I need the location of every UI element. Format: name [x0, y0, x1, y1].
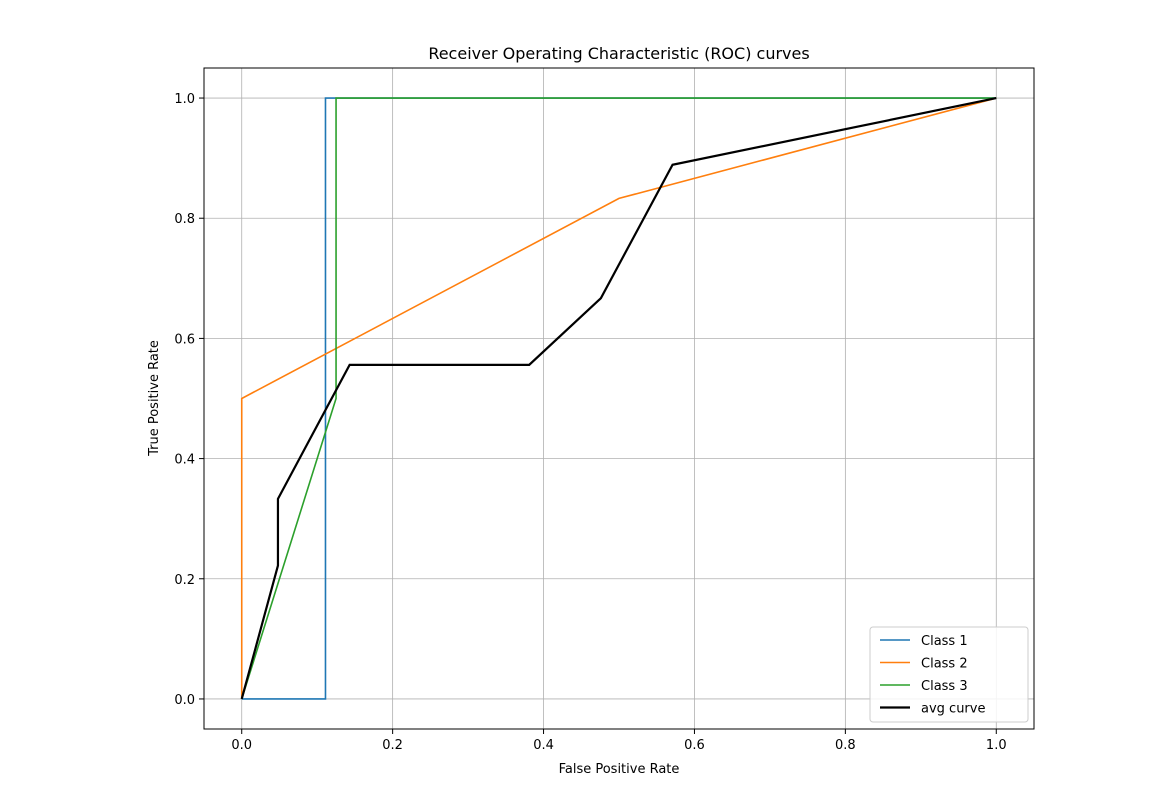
- plot-frame: [203, 67, 1035, 730]
- x-tick-label: 0.4: [533, 738, 554, 753]
- y-tick-label: 0.8: [174, 212, 195, 227]
- x-tick-label: 0.0: [231, 738, 252, 753]
- legend-label: avg curve: [921, 702, 985, 717]
- legend-label: Class 3: [921, 679, 968, 694]
- x-tick-label: 0.6: [684, 738, 705, 753]
- legend-item-class-2: Class 2: [880, 657, 968, 672]
- x-tick-label: 0.8: [835, 738, 856, 753]
- y-tick-label: 1.0: [174, 92, 195, 107]
- axis-ticks: 0.0 0.2 0.4 0.6 0.8 1.0 0.0 0.2 0.4 0.6 0.8 1.0: [174, 92, 1006, 753]
- legend-box: [869, 626, 1029, 723]
- series-line-class-2: [240, 97, 997, 699]
- legend: Class 1 Class 2 Class 3 avg curve: [869, 626, 1029, 723]
- y-axis-title: True Positive Rate: [147, 340, 162, 457]
- y-tick-label: 0.4: [174, 453, 195, 468]
- series-line-class-3: [240, 97, 997, 700]
- x-tick-label: 1.0: [986, 738, 1007, 753]
- legend-item-avg-curve: avg curve: [880, 702, 985, 717]
- series-lines: [240, 96, 997, 700]
- legend-item-class-3: Class 3: [880, 679, 968, 694]
- y-tick-label: 0.2: [174, 573, 195, 588]
- x-tick-label: 0.2: [382, 738, 403, 753]
- y-tick-label: 0.6: [174, 332, 195, 347]
- chart-title: Receiver Operating Characteristic (ROC) …: [428, 44, 809, 63]
- y-tick-label: 0.0: [174, 693, 195, 708]
- legend-item-class-1: Class 1: [880, 634, 968, 649]
- legend-label: Class 2: [921, 657, 968, 672]
- legend-label: Class 1: [921, 634, 968, 649]
- series-line-avg-curve: [240, 96, 997, 700]
- series-line-class-1: [241, 97, 997, 700]
- x-axis-title: False Positive Rate: [559, 762, 680, 777]
